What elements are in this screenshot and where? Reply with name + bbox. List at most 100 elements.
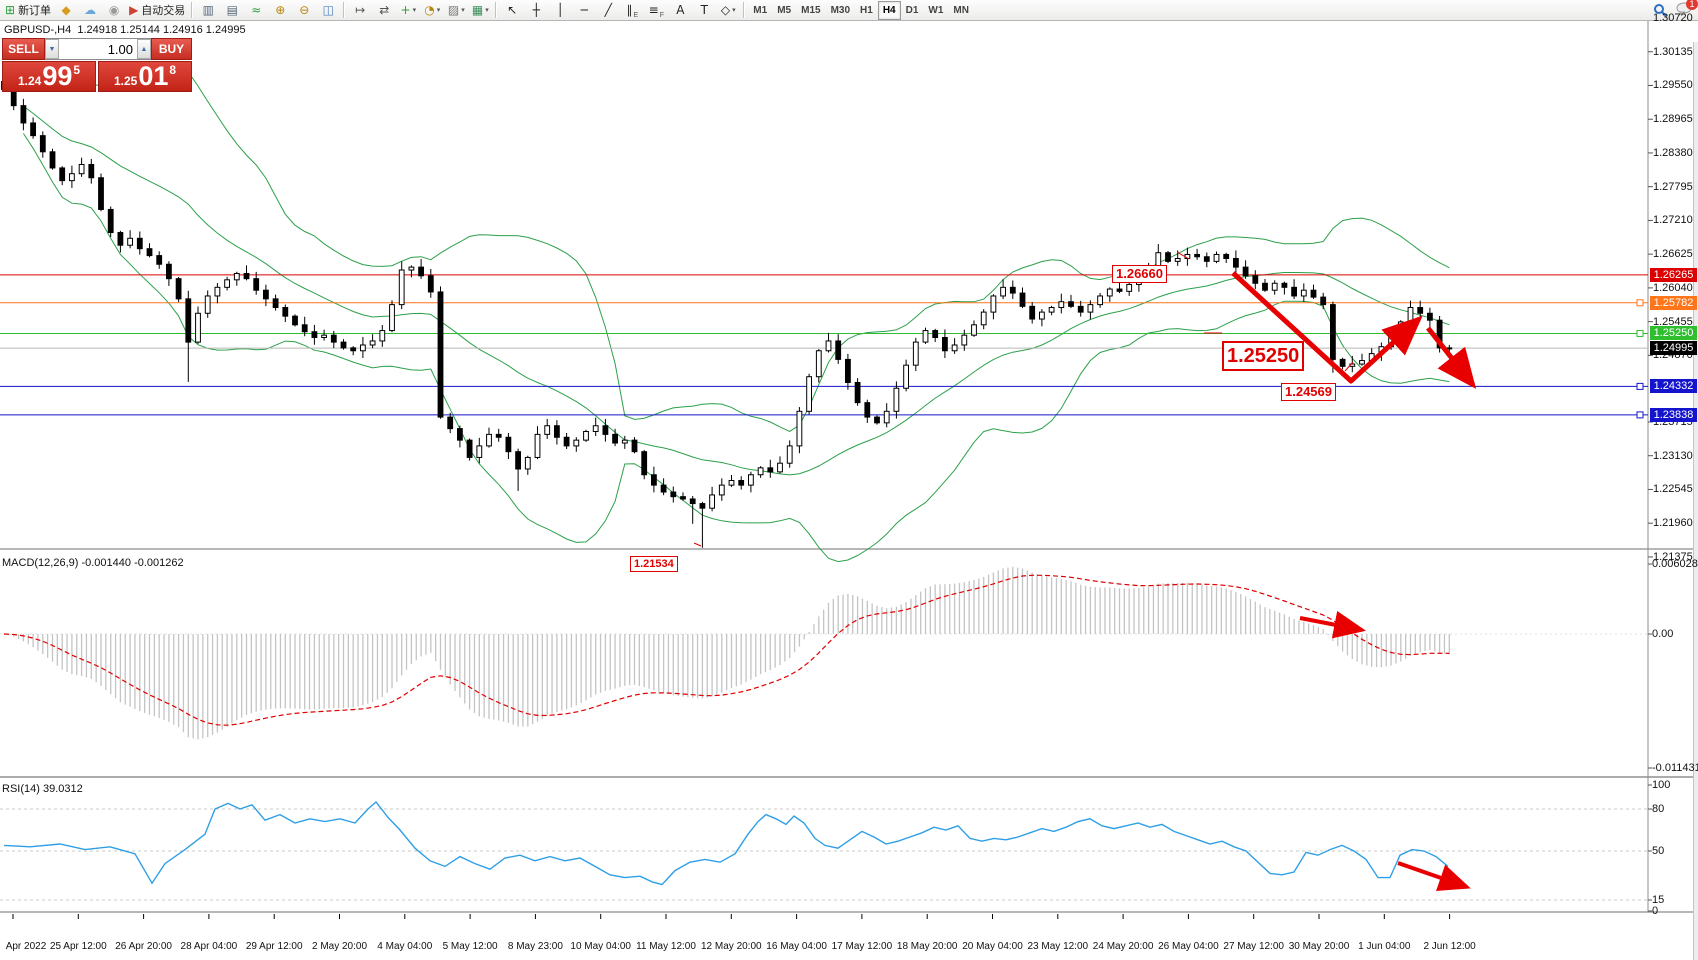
cloud-icon[interactable]: ☁ [78, 0, 102, 20]
trend-arrow-macd[interactable] [1299, 610, 1366, 639]
horizontal-line-icon[interactable]: ─ [572, 0, 596, 20]
bollinger-middle-band[interactable] [23, 105, 1450, 476]
timeframe-m1[interactable]: M1 [753, 4, 768, 16]
zoom-in-icon[interactable]: ⊕ [268, 0, 292, 20]
candle-body [1223, 253, 1230, 259]
label-icon[interactable]: T [692, 0, 716, 20]
candle-body [845, 358, 851, 383]
shapes-button[interactable]: ◇ ▾ [716, 0, 740, 20]
trendline-icon[interactable]: ╱ [596, 0, 620, 20]
hline-marker[interactable] [1636, 382, 1644, 390]
autotrading-button[interactable]: ▶ 自动交易 [126, 0, 188, 20]
time-axis-label[interactable]: 4 May 04:00 [377, 941, 433, 952]
trend-arrow-main-2[interactable] [1426, 326, 1477, 389]
candle-body [20, 105, 27, 124]
auto-scroll-icon[interactable]: ↦ [348, 0, 372, 20]
timeframe-m30[interactable]: M30 [830, 4, 851, 16]
time-axis-label[interactable]: 27 May 12:00 [1223, 941, 1284, 952]
crosshair-icon[interactable]: ┼ [524, 0, 548, 20]
timeframe-m5[interactable]: M5 [777, 4, 792, 16]
time-axis-label[interactable]: 10 May 04:00 [570, 941, 631, 952]
add-indicator-button[interactable]: + ▾ [396, 0, 420, 20]
time-axis-label[interactable]: 29 Apr 12:00 [245, 941, 303, 952]
time-axis-label[interactable]: Apr 2022 [5, 941, 47, 952]
time-axis-label[interactable]: 18 May 20:00 [896, 941, 958, 952]
hline-marker[interactable] [1636, 411, 1644, 419]
gold-icon[interactable]: ◆ [54, 0, 78, 20]
candle-body [1271, 282, 1278, 291]
annotation-high-1.26660[interactable]: 1.26660 [1112, 265, 1167, 283]
time-axis-label[interactable]: 26 Apr 20:00 [115, 941, 172, 952]
annotation-low-1.24569[interactable]: 1.24569 [1281, 383, 1336, 401]
volume-up-button[interactable]: ▲ [137, 39, 151, 59]
right-scrollbar[interactable] [1693, 42, 1698, 960]
time-axis-label[interactable]: 23 May 12:00 [1027, 941, 1089, 952]
zoom-out-icon[interactable]: ⊖ [292, 0, 316, 20]
chart-shift-icon[interactable]: ⇄ [372, 0, 396, 20]
candle-body [563, 436, 570, 447]
templates-button[interactable]: ▨ ▾ [444, 0, 468, 20]
candle-body [1291, 286, 1297, 297]
annotation-level-1.25250[interactable]: 1.25250 [1222, 341, 1305, 371]
toolbar: ⊞ 新订单 ◆ ☁ ◉ ▶ 自动交易 ▥ ▤ ≈ ⊕ ⊖ ◫ ↦ ⇄ + ▾ ◔ ▾ ▨ ▾ ▦ ▾ ↖ ┼ │ ─ ╱ ∥ E ≡ F A T ◇… [0, 0, 1698, 21]
time-axis-label[interactable]: 24 May 20:00 [1092, 941, 1154, 952]
time-axis-label[interactable]: 12 May 20:00 [700, 941, 762, 952]
time-axis-label[interactable]: 17 May 12:00 [831, 941, 893, 952]
chat-icon[interactable]: 1 [1676, 0, 1698, 19]
timeframe-h4[interactable]: H4 [877, 0, 901, 20]
bollinger-lower-band[interactable] [22, 133, 1450, 563]
notification-badge: 1 [1686, 0, 1698, 10]
time-axis-label[interactable]: 5 May 12:00 [442, 941, 498, 952]
hline-marker[interactable] [1636, 299, 1644, 307]
candle-body [932, 330, 939, 338]
time-axis-label[interactable]: 1 Jun 04:00 [1358, 941, 1411, 952]
new-order-button[interactable]: ⊞ 新订单 [2, 0, 54, 20]
candle-chart-icon[interactable]: ▤ [220, 0, 244, 20]
cursor-icon: ↖ [507, 3, 518, 17]
buy-button[interactable]: BUY [151, 38, 192, 60]
alerts-icon[interactable]: ◉ [102, 0, 126, 20]
vertical-line-icon[interactable]: │ [548, 0, 572, 20]
tile-windows-icon[interactable]: ◫ [316, 0, 340, 20]
bar-chart-icon[interactable]: ▥ [196, 0, 220, 20]
candle-body [883, 410, 890, 424]
time-axis-label[interactable]: 25 Apr 12:00 [49, 941, 107, 952]
annotation-bottom-1.21534[interactable]: 1.21534 [630, 556, 678, 572]
volume-down-button[interactable]: ▼ [45, 39, 59, 59]
cursor-icon[interactable]: ↖ [500, 0, 524, 20]
timeframe-h1[interactable]: H1 [860, 4, 873, 16]
search-icon[interactable] [1653, 3, 1668, 18]
fibonacci-icon[interactable]: ≡ F [644, 0, 668, 20]
bid-price-tile[interactable]: 1.24 99 5 [2, 61, 96, 92]
ask-price-tile[interactable]: 1.25 01 8 [98, 61, 192, 92]
chart-window-button[interactable]: ▦ ▾ [468, 0, 492, 20]
line-chart-icon[interactable]: ≈ [244, 0, 268, 20]
bollinger-upper-band[interactable] [23, 71, 1450, 432]
candle-body [670, 491, 677, 498]
trend-arrow-rsi[interactable] [1397, 861, 1471, 892]
time-axis-label[interactable]: 8 May 23:00 [507, 941, 563, 952]
time-axis-label[interactable]: 26 May 04:00 [1158, 941, 1219, 952]
periods-button[interactable]: ◔ ▾ [420, 0, 444, 20]
time-axis-label[interactable]: 16 May 04:00 [766, 941, 827, 952]
time-axis-label[interactable]: 20 May 04:00 [962, 941, 1023, 952]
volume-input[interactable] [59, 39, 137, 59]
channel-icon[interactable]: ∥ E [620, 0, 644, 20]
time-axis-label[interactable]: 2 May 20:00 [311, 941, 368, 952]
time-axis-label[interactable]: 2 Jun 12:00 [1423, 941, 1476, 952]
sell-button[interactable]: SELL [2, 38, 45, 60]
timeframe-m15[interactable]: M15 [801, 4, 821, 16]
chart-canvas[interactable] [0, 21, 1698, 939]
text-icon[interactable]: A [668, 0, 692, 20]
timeframe-w1[interactable]: W1 [928, 4, 944, 16]
timeframe-d1[interactable]: D1 [905, 4, 919, 16]
time-axis-label[interactable]: 28 Apr 04:00 [180, 941, 238, 952]
hline-marker[interactable] [1636, 329, 1644, 337]
timeframe-mn[interactable]: MN [953, 4, 969, 16]
shapes-icon: ◇ [720, 3, 731, 17]
trend-arrow-main[interactable] [1231, 271, 1423, 384]
time-axis-label[interactable]: 11 May 12:00 [636, 941, 696, 952]
candle-body [1300, 289, 1307, 297]
time-axis-label[interactable]: 30 May 20:00 [1288, 941, 1350, 952]
annotation-connector [1344, 361, 1354, 372]
